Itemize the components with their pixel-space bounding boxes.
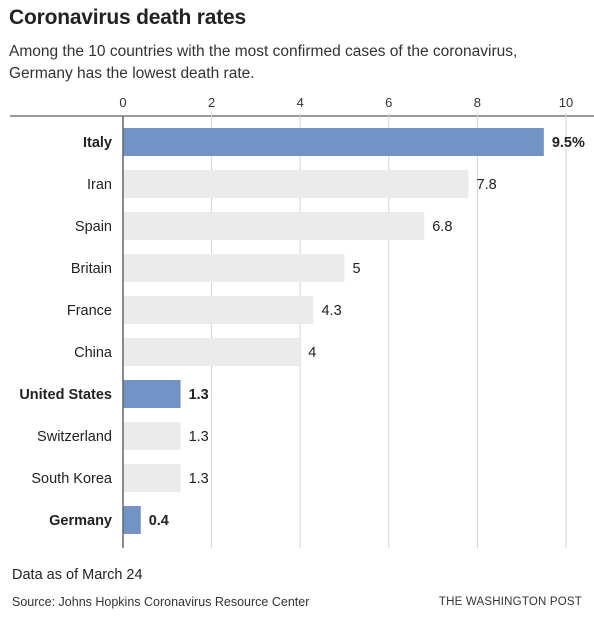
data-label: 6.8 — [432, 219, 452, 235]
bar — [123, 296, 314, 324]
data-label: 5 — [353, 261, 361, 277]
data-label: 1.3 — [189, 471, 209, 487]
bar — [123, 212, 425, 240]
bar — [123, 254, 345, 282]
category-label: Germany — [49, 513, 112, 529]
category-label: Iran — [87, 177, 112, 193]
category-label: China — [74, 345, 113, 361]
category-label: Italy — [83, 135, 112, 151]
category-label: Britain — [71, 261, 112, 277]
chart-title: Coronavirus death rates — [9, 6, 246, 29]
bar — [123, 422, 181, 450]
publisher-credit: THE WASHINGTON POST — [438, 596, 582, 608]
x-tick-label: 0 — [119, 95, 126, 110]
category-label: South Korea — [31, 471, 113, 487]
source-note: Source: Johns Hopkins Coronavirus Resour… — [12, 595, 310, 609]
data-label: 7.8 — [477, 177, 497, 193]
data-date-note: Data as of March 24 — [12, 567, 143, 583]
data-label: 9.5% — [552, 135, 585, 151]
bar — [123, 506, 141, 534]
data-label: 1.3 — [189, 387, 209, 403]
x-tick-label: 4 — [297, 95, 304, 110]
bar — [123, 170, 469, 198]
data-label: 4 — [308, 345, 316, 361]
bar — [123, 338, 301, 366]
bar — [123, 380, 181, 408]
x-tick-label: 10 — [559, 95, 573, 110]
x-tick-label: 2 — [208, 95, 215, 110]
category-label: United States — [19, 387, 112, 403]
bar — [123, 128, 544, 156]
category-label: Spain — [75, 219, 112, 235]
x-tick-label: 6 — [385, 95, 392, 110]
bar — [123, 464, 181, 492]
chart-subtitle: Among the 10 countries with the most con… — [9, 43, 518, 82]
data-label: 0.4 — [149, 513, 169, 529]
category-label: France — [67, 303, 112, 319]
data-label: 4.3 — [321, 303, 341, 319]
data-label: 1.3 — [189, 429, 209, 445]
x-tick-label: 8 — [474, 95, 481, 110]
bar-chart: 0 2 4 6 8 10 Italy 9.5% Iran 7.8 Spain 6.8 Britain 5 F… — [10, 95, 594, 548]
category-label: Switzerland — [37, 429, 112, 445]
